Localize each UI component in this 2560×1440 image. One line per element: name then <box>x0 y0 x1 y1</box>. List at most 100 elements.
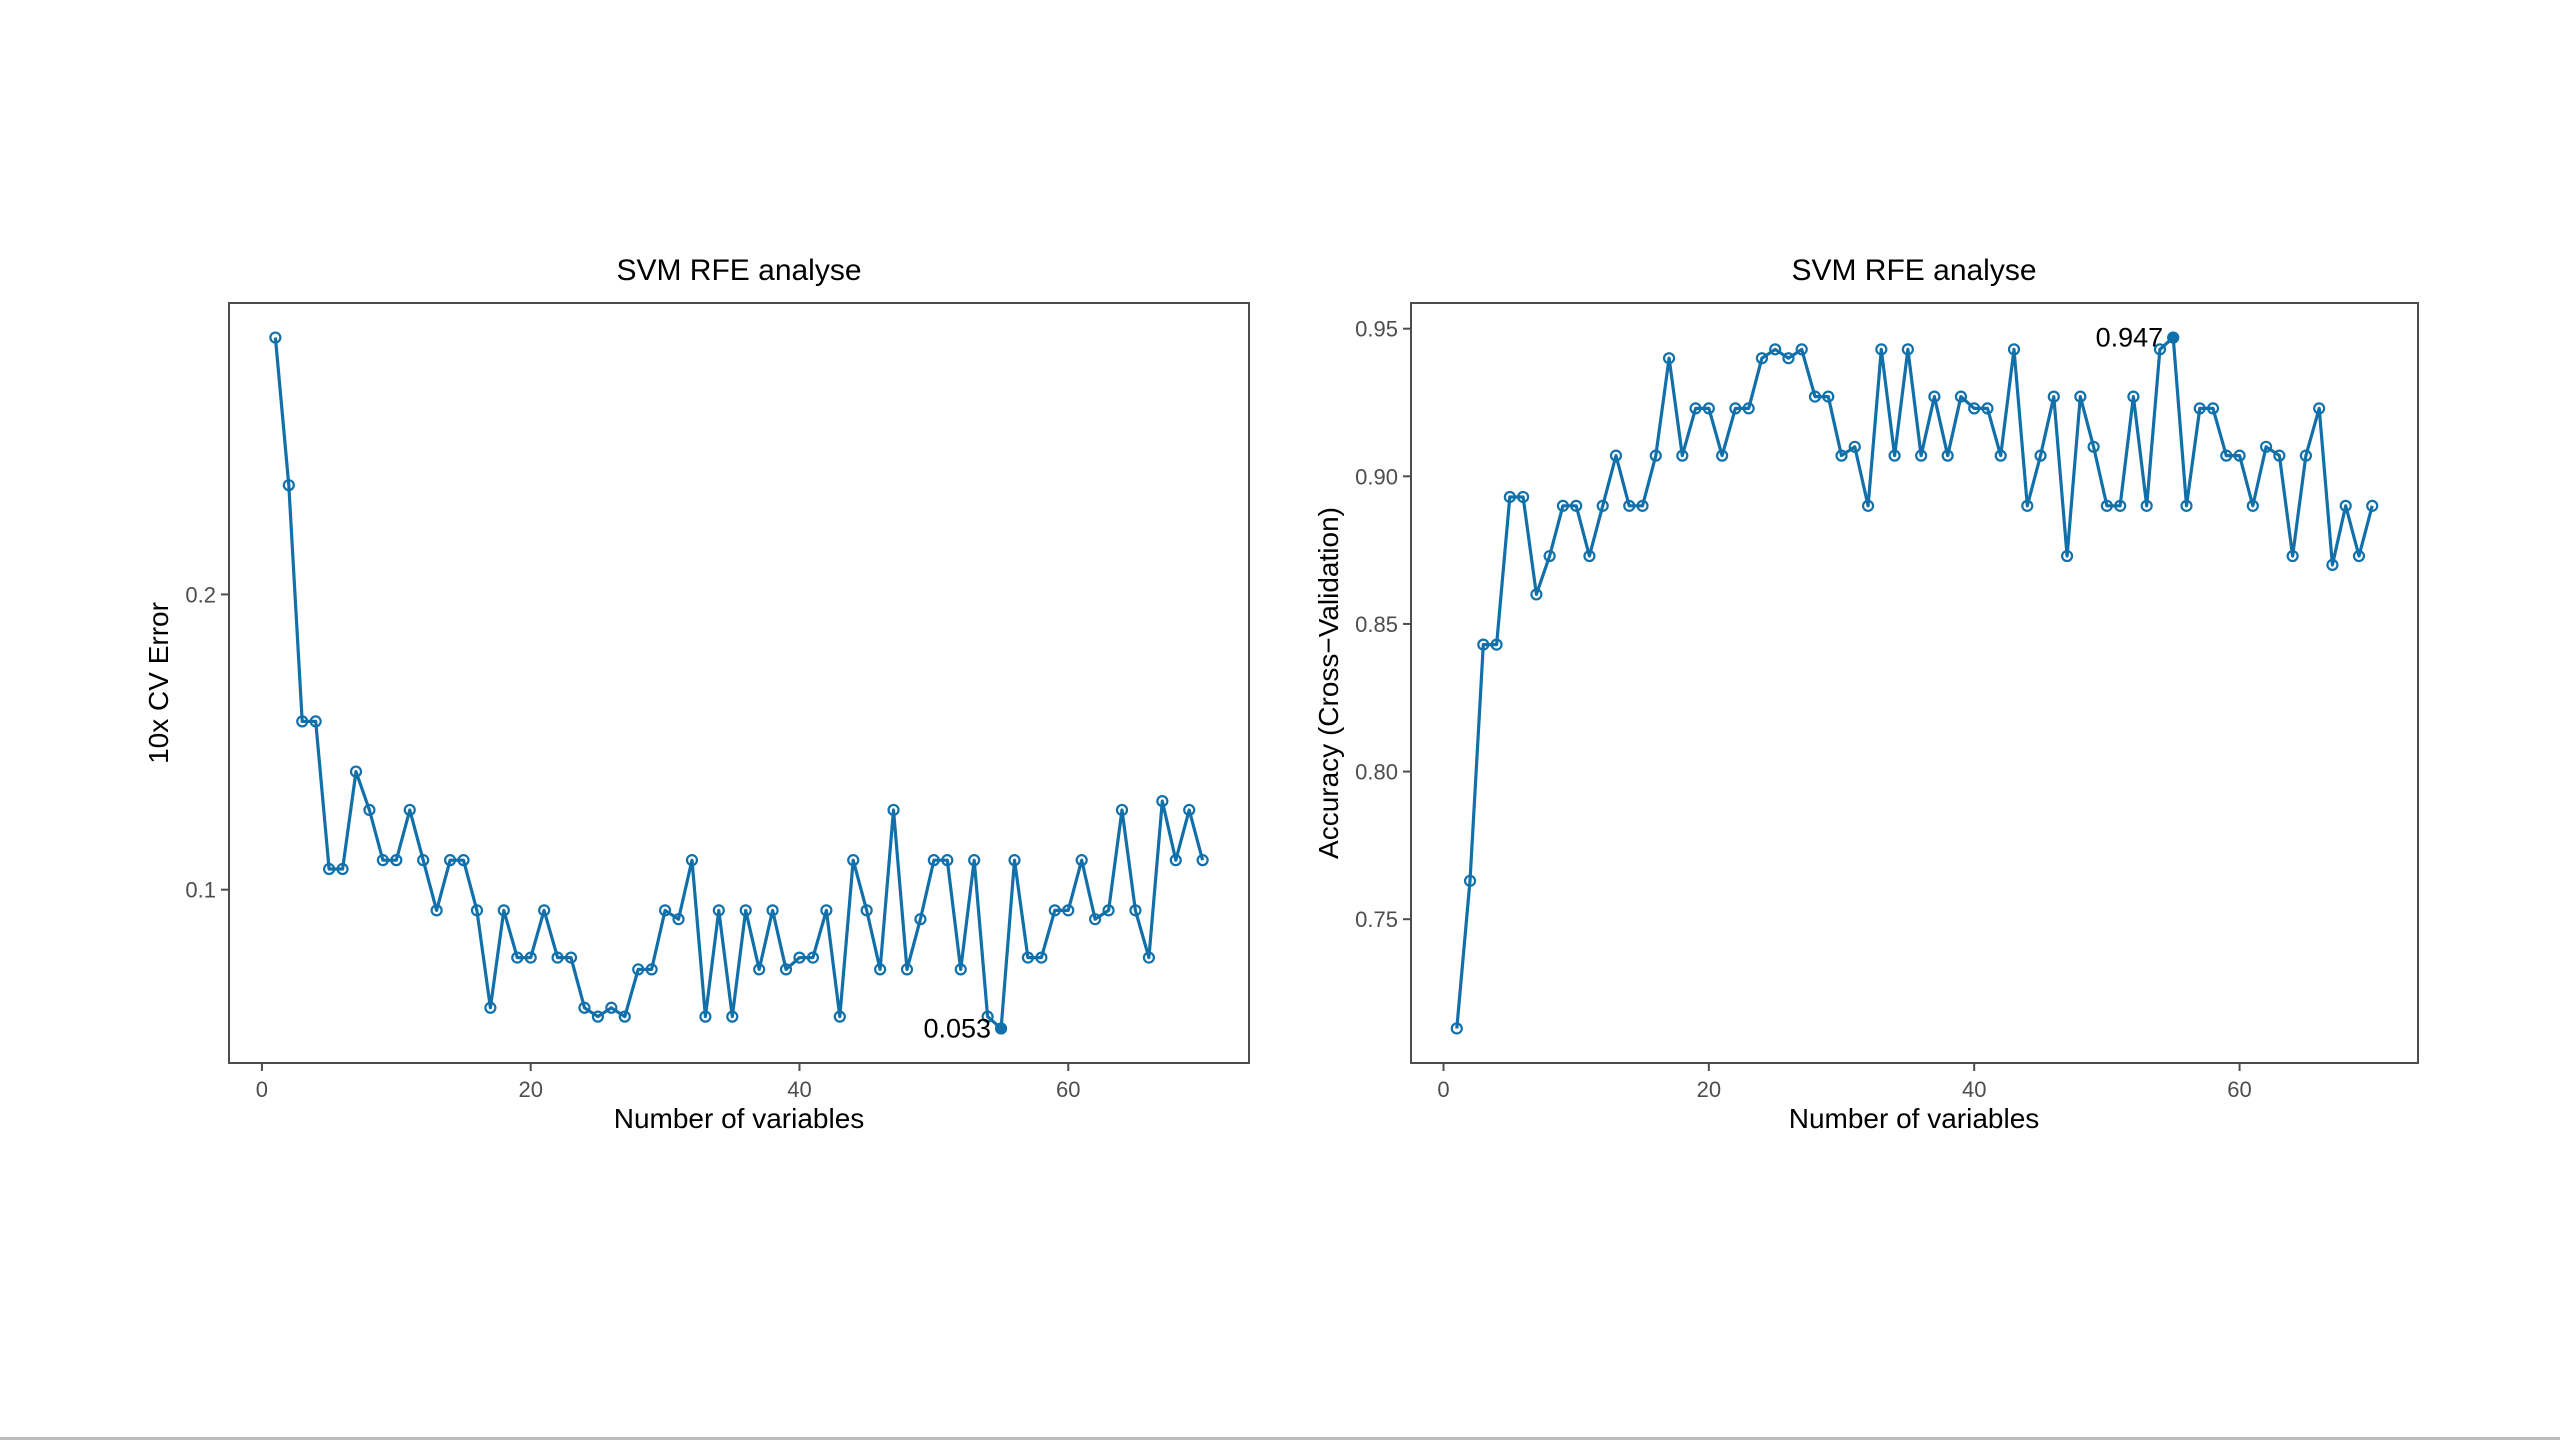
data-point <box>1156 795 1169 808</box>
data-point <box>1623 499 1636 512</box>
data-point <box>403 803 416 817</box>
y-tick-label: 0.2 <box>185 582 216 607</box>
best-point-label: 0.053 <box>923 1013 991 1043</box>
data-point <box>2352 549 2366 563</box>
series-line <box>273 337 1205 1031</box>
data-point <box>269 331 282 344</box>
data-point <box>336 862 349 876</box>
data-point <box>2153 343 2167 356</box>
data-point <box>793 951 806 964</box>
data-point <box>1169 854 1182 867</box>
data-point <box>941 854 954 867</box>
data-point <box>1089 913 1102 926</box>
series-line <box>1455 335 2374 1029</box>
data-point <box>2060 549 2074 563</box>
data-point <box>1875 343 1888 356</box>
y-tick-label: 0.1 <box>185 878 216 903</box>
data-point <box>968 854 981 867</box>
data-point <box>497 904 510 917</box>
data-point <box>914 913 927 926</box>
x-tick-label: 60 <box>1056 1077 1080 1102</box>
data-point <box>806 951 820 964</box>
data-point <box>282 479 295 492</box>
data-point <box>753 963 766 976</box>
y-tick-label: 0.85 <box>1355 612 1398 637</box>
data-point <box>1941 449 1954 462</box>
data-point <box>1021 951 1035 964</box>
data-point <box>1596 499 1609 512</box>
data-point <box>779 963 793 976</box>
data-point <box>1915 449 1928 462</box>
data-point <box>1782 352 1795 365</box>
data-point <box>578 1001 591 1014</box>
data-point <box>511 951 524 964</box>
data-point <box>2273 449 2286 462</box>
error-chart-panel: SVM RFE analyse Number of variables 10x … <box>143 254 1250 1134</box>
data-point <box>726 1010 739 1023</box>
data-point <box>524 951 537 964</box>
data-point <box>2286 549 2299 563</box>
data-point <box>1994 449 2007 462</box>
x-tick-label: 0 <box>256 1077 268 1102</box>
data-point <box>363 803 376 817</box>
data-point <box>1503 490 1516 504</box>
data-point <box>1183 803 1196 817</box>
data-point <box>2074 390 2087 403</box>
data-point <box>1196 854 1209 867</box>
data-point <box>833 1010 846 1023</box>
data-point <box>712 904 725 917</box>
data-point <box>766 904 779 917</box>
data-point <box>1848 440 1861 453</box>
data-point <box>1075 854 1088 867</box>
plot-frame <box>228 302 1250 1064</box>
window-bottom-edge <box>0 1437 2560 1440</box>
data-point <box>2259 440 2273 453</box>
data-point <box>376 854 389 867</box>
best-point-label: 0.947 <box>2096 323 2164 353</box>
data-point <box>1676 449 1689 462</box>
data-point <box>2180 499 2193 512</box>
data-point <box>605 1001 618 1014</box>
data-point <box>658 904 672 917</box>
data-point <box>1968 402 1981 415</box>
data-point <box>739 904 752 917</box>
accuracy-chart-panel: SVM RFE analyse Number of variables Accu… <box>1313 254 2419 1134</box>
data-point <box>2047 390 2060 403</box>
data-point <box>672 913 685 926</box>
data-point <box>1543 549 1556 563</box>
data-point <box>1835 449 1848 462</box>
data-point <box>1981 402 1994 415</box>
y-tick-label: 0.80 <box>1355 760 1398 785</box>
data-point <box>1729 402 1742 415</box>
data-point <box>927 854 940 867</box>
data-point <box>443 854 457 867</box>
data-point <box>1769 343 1782 356</box>
data-point <box>887 803 900 817</box>
data-point <box>1530 588 1543 601</box>
data-point <box>2127 390 2140 403</box>
data-point <box>1689 402 1702 415</box>
data-point <box>1636 499 1649 512</box>
data-point <box>2220 449 2233 462</box>
data-point <box>296 715 309 728</box>
data-point <box>1755 352 1769 365</box>
data-point <box>618 1010 631 1023</box>
data-point <box>430 904 443 917</box>
x-tick-label: 20 <box>1697 1077 1721 1102</box>
best-point-marker <box>2167 331 2180 344</box>
data-point <box>457 854 470 867</box>
data-point <box>1954 390 1968 403</box>
data-point <box>2233 449 2246 462</box>
x-tick-label: 20 <box>518 1077 542 1102</box>
data-point <box>2087 440 2100 453</box>
data-point <box>1035 951 1048 964</box>
y-axis-label: 10x CV Error <box>143 602 174 764</box>
data-point <box>2339 499 2352 512</box>
data-point <box>1583 549 1596 563</box>
data-point <box>1609 449 1623 462</box>
data-point <box>484 1001 497 1014</box>
data-point <box>1861 499 1875 512</box>
data-point <box>1517 490 1530 504</box>
y-tick-label: 0.90 <box>1355 464 1398 489</box>
data-point <box>309 715 322 728</box>
